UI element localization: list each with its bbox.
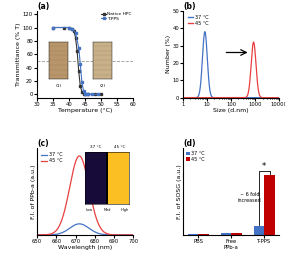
T-PPS xyxy=(87,93,90,96)
45 °C xyxy=(78,154,81,158)
45 °C xyxy=(45,233,48,236)
37 °C xyxy=(131,233,135,237)
T-PPS xyxy=(84,92,87,95)
T-PPS xyxy=(71,27,74,31)
45 °C xyxy=(35,233,39,237)
37 °C xyxy=(110,233,114,237)
Native HPC xyxy=(51,26,55,29)
Native HPC xyxy=(74,36,77,39)
45 °C xyxy=(110,233,114,236)
T-PPS xyxy=(82,89,85,93)
Text: (d): (d) xyxy=(183,139,196,148)
37 °C xyxy=(35,233,39,237)
Y-axis label: Number (%): Number (%) xyxy=(166,35,171,73)
Native HPC xyxy=(63,26,66,29)
37 °C xyxy=(45,233,48,237)
Y-axis label: F.I. of PPb-a (a.u.): F.I. of PPb-a (a.u.) xyxy=(31,164,36,219)
37 °C xyxy=(101,233,105,236)
Native HPC xyxy=(77,69,80,73)
Bar xyxy=(254,226,264,235)
Legend: Native HPC, T-PPS: Native HPC, T-PPS xyxy=(101,12,132,22)
T-PPS xyxy=(74,31,77,35)
Native HPC xyxy=(80,90,84,93)
Native HPC xyxy=(79,85,82,88)
T-PPS xyxy=(67,26,71,29)
Line: 45 °C: 45 °C xyxy=(37,156,133,235)
Native HPC xyxy=(84,93,87,96)
Text: ~ 6 fold
increased: ~ 6 fold increased xyxy=(238,192,261,203)
T-PPS xyxy=(90,93,93,96)
Native HPC xyxy=(76,49,79,52)
37 °C xyxy=(74,223,78,226)
X-axis label: Temperature (°C): Temperature (°C) xyxy=(58,108,112,113)
37 °C xyxy=(78,222,81,225)
T-PPS xyxy=(77,46,80,49)
Line: Native HPC: Native HPC xyxy=(52,26,103,96)
Native HPC xyxy=(71,27,74,31)
Text: (a): (a) xyxy=(37,2,49,11)
Bar xyxy=(231,233,242,235)
45 °C xyxy=(101,230,105,233)
45 °C xyxy=(112,233,115,237)
Legend: 37 °C, 45 °C: 37 °C, 45 °C xyxy=(186,150,205,162)
Text: (b): (b) xyxy=(183,2,196,11)
Legend: 37 °C, 45 °C: 37 °C, 45 °C xyxy=(186,13,210,28)
T-PPS xyxy=(85,93,88,96)
T-PPS xyxy=(96,93,100,96)
45 °C xyxy=(74,159,78,162)
Text: (c): (c) xyxy=(37,139,49,148)
Text: *: * xyxy=(262,162,266,171)
Bar xyxy=(198,234,209,235)
Line: T-PPS: T-PPS xyxy=(52,26,99,96)
Native HPC xyxy=(99,93,103,96)
45 °C xyxy=(131,233,135,237)
Line: 37 °C: 37 °C xyxy=(37,224,133,235)
Y-axis label: F.I. of SOSG (a.u.): F.I. of SOSG (a.u.) xyxy=(177,164,182,219)
X-axis label: Size (d.nm): Size (d.nm) xyxy=(213,108,249,113)
45 °C xyxy=(78,154,81,158)
37 °C xyxy=(78,222,81,225)
Legend: 37 °C, 45 °C: 37 °C, 45 °C xyxy=(40,150,64,165)
Native HPC xyxy=(93,93,96,96)
Bar xyxy=(264,175,275,235)
T-PPS xyxy=(80,81,84,84)
Native HPC xyxy=(87,93,90,96)
Native HPC xyxy=(72,29,76,32)
X-axis label: Wavelength (nm): Wavelength (nm) xyxy=(58,245,112,251)
T-PPS xyxy=(79,63,82,66)
Bar xyxy=(221,233,231,235)
37 °C xyxy=(112,233,115,237)
Y-axis label: Transmittance (% T): Transmittance (% T) xyxy=(16,22,21,86)
Native HPC xyxy=(67,26,71,29)
Bar xyxy=(188,234,198,235)
T-PPS xyxy=(51,26,55,29)
Native HPC xyxy=(82,92,85,95)
